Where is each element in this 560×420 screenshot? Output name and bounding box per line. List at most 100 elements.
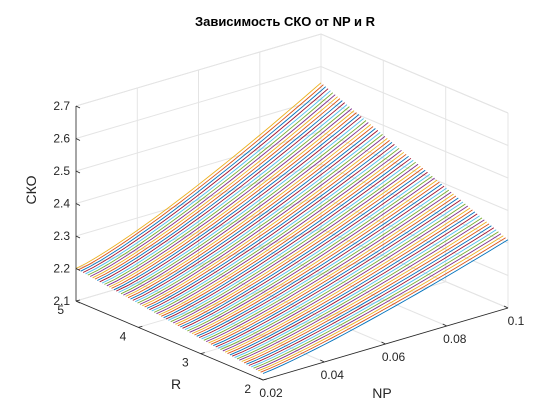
surface-line [210, 195, 457, 345]
surface-line [251, 229, 497, 368]
surface-line [118, 118, 364, 293]
surface-line [78, 84, 324, 271]
surface-line [194, 181, 440, 336]
surface-line [156, 149, 402, 315]
surface-line [170, 161, 416, 323]
surface-line [80, 86, 326, 272]
x-tick-mark [258, 377, 264, 381]
z-tick-label: 2.6 [53, 132, 70, 146]
surface-line [234, 215, 480, 359]
surface-line [196, 183, 442, 337]
y-tick-label: 2 [244, 382, 251, 396]
z-tick-mark [75, 138, 81, 141]
surface-line [139, 136, 386, 305]
surface-line [260, 237, 506, 373]
x-tick-label: 0.08 [443, 332, 467, 346]
surface-line [75, 82, 322, 269]
surface-line [198, 185, 445, 339]
surface-line [217, 201, 464, 349]
x-tick-mark [442, 323, 447, 327]
y-tick-label: 5 [57, 303, 64, 317]
x-tick-label: 0.1 [508, 314, 525, 328]
z-tick-label: 2.1 [53, 294, 70, 308]
z-tick-label: 2.4 [53, 197, 70, 211]
surface-line [104, 106, 350, 285]
surface-line [255, 233, 502, 370]
z-tick-mark [75, 170, 81, 174]
surface-line [130, 128, 376, 300]
x-tick-label: 0.02 [259, 386, 283, 400]
surface-line [227, 209, 473, 355]
surface-line [146, 142, 393, 309]
y-tick-mark [138, 325, 143, 328]
y-tick-mark [200, 352, 205, 355]
surface-line [161, 153, 407, 317]
surface-line [120, 120, 367, 295]
surface-line [163, 155, 409, 319]
surface-line [258, 235, 504, 372]
surface-line [149, 144, 395, 311]
surface-line [222, 205, 469, 352]
y-tick-mark [75, 299, 81, 302]
surface-line [125, 124, 371, 297]
y-tick-mark [262, 378, 268, 381]
surface-line [127, 126, 374, 299]
tick-labels: 0.02 0.04 0.06 0.08 0.1 2 3 4 52.1 2.2 2.3 2.4 2.5 2.… [53, 99, 524, 400]
surface-line [201, 187, 447, 340]
y-axis-label: R [171, 376, 181, 392]
surface-line [206, 191, 452, 343]
surface-line [82, 88, 329, 273]
surface-line [153, 147, 400, 313]
surface-line [108, 110, 355, 288]
surface-line [208, 193, 454, 344]
surface-line [168, 159, 414, 321]
surface-line [236, 217, 483, 360]
z-tick-mark [75, 203, 81, 206]
grid-line [75, 33, 509, 114]
surface-line [248, 227, 495, 366]
surface-line [158, 151, 405, 316]
z-tick-label: 2.5 [53, 164, 70, 178]
surface-line [184, 173, 431, 331]
surface-line [97, 100, 343, 281]
surface-line [243, 223, 490, 364]
surface-line [189, 177, 435, 333]
surface-line [85, 90, 331, 275]
z-tick-label: 2.3 [53, 229, 70, 243]
box-edge [75, 33, 509, 114]
y-tick-label: 4 [120, 329, 127, 343]
surface-line [187, 175, 433, 332]
y-axis-line [75, 300, 264, 381]
x-tick-mark [503, 305, 509, 309]
surface-line [106, 108, 353, 287]
z-tick-label: 2.7 [53, 99, 70, 113]
x-tick-label: 0.06 [382, 350, 406, 364]
surface-line [203, 189, 450, 341]
surface-line [172, 163, 419, 324]
surface-line [151, 145, 397, 312]
surface-line [246, 225, 492, 365]
z-tick-mark [75, 235, 81, 239]
z-tick-mark [75, 268, 81, 271]
surface-line [180, 169, 426, 328]
z-tick-mark [75, 300, 81, 304]
surface-lines [75, 82, 509, 374]
x-axis-label: NP [372, 385, 391, 401]
grid-line [138, 60, 384, 328]
surface-line [182, 171, 428, 329]
surface-line [262, 239, 509, 374]
surface-line [175, 165, 421, 325]
z-tick-mark [75, 105, 81, 109]
surface-line [239, 219, 485, 361]
y-tick-label: 3 [182, 356, 189, 370]
grid-line [200, 86, 447, 355]
surface-line [229, 211, 476, 356]
surface-line [132, 130, 379, 301]
surface-line [215, 199, 461, 348]
surface-line [94, 98, 341, 280]
surface-line [191, 179, 438, 335]
surface-line [87, 92, 334, 276]
surface-line [116, 116, 362, 292]
surface-line [142, 138, 388, 307]
